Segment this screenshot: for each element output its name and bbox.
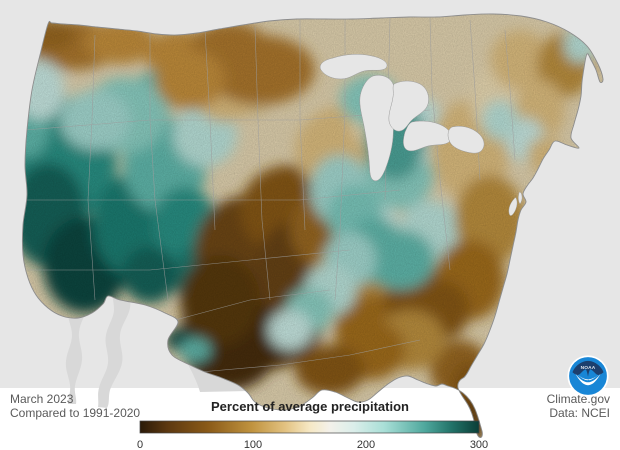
svg-text:200: 200 [357,439,375,450]
svg-text:0: 0 [137,439,143,450]
svg-text:300: 300 [470,439,488,450]
svg-text:100: 100 [244,439,262,450]
svg-text:NOAA: NOAA [581,365,596,371]
